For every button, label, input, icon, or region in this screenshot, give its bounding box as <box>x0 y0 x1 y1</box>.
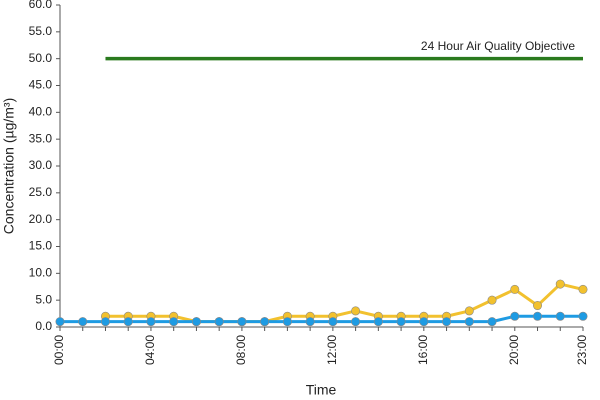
y-tick-label: 35.0 <box>29 131 53 145</box>
data-point <box>328 317 338 327</box>
x-tick-label: 23:00 <box>575 335 589 365</box>
x-tick-label: 08:00 <box>234 335 248 365</box>
y-tick-label: 60.0 <box>29 0 53 11</box>
data-point <box>78 317 88 327</box>
data-point <box>237 317 247 327</box>
y-tick-label: 15.0 <box>29 239 53 253</box>
data-point <box>123 317 133 327</box>
data-point <box>487 317 497 327</box>
data-point <box>510 284 520 294</box>
data-point <box>510 311 520 321</box>
data-point <box>533 311 543 321</box>
data-point <box>191 317 201 327</box>
y-tick-label: 10.0 <box>29 266 53 280</box>
y-tick-label: 40.0 <box>29 105 53 119</box>
data-point <box>464 317 474 327</box>
data-point <box>282 317 292 327</box>
data-point <box>351 306 361 316</box>
series-line <box>105 282 584 324</box>
x-tick-label: 20:00 <box>507 335 521 365</box>
data-point <box>55 317 65 327</box>
data-point <box>555 279 565 289</box>
data-point <box>442 317 452 327</box>
x-axis-title: Time <box>306 382 337 398</box>
x-tick-label: 16:00 <box>416 335 430 365</box>
y-axis-title: Concentration (µg/m³) <box>1 98 17 234</box>
y-tick-label: 45.0 <box>29 78 53 92</box>
data-point <box>214 317 224 327</box>
x-tick-label: 12:00 <box>325 335 339 365</box>
data-point <box>578 311 588 321</box>
y-tick-label: 0.0 <box>35 319 52 333</box>
data-point <box>555 311 565 321</box>
data-point <box>146 317 156 327</box>
data-point <box>169 317 179 327</box>
y-tick-label: 25.0 <box>29 185 53 199</box>
data-point <box>373 317 383 327</box>
data-point <box>260 317 270 327</box>
data-point <box>578 284 588 294</box>
y-tick-label: 30.0 <box>29 158 53 172</box>
data-point <box>351 317 361 327</box>
y-tick-label: 55.0 <box>29 24 53 38</box>
data-point <box>305 317 315 327</box>
x-tick-label: 00:00 <box>52 335 66 365</box>
data-point <box>487 295 497 305</box>
x-tick-label: 04:00 <box>143 335 157 365</box>
data-point <box>396 317 406 327</box>
data-point <box>419 317 429 327</box>
data-point <box>100 317 110 327</box>
y-tick-label: 50.0 <box>29 51 53 65</box>
data-point <box>464 306 474 316</box>
y-tick-label: 20.0 <box>29 212 53 226</box>
y-tick-label: 5.0 <box>35 292 52 306</box>
annotation: 24 Hour Air Quality Objective <box>421 39 575 53</box>
data-point <box>533 301 543 311</box>
